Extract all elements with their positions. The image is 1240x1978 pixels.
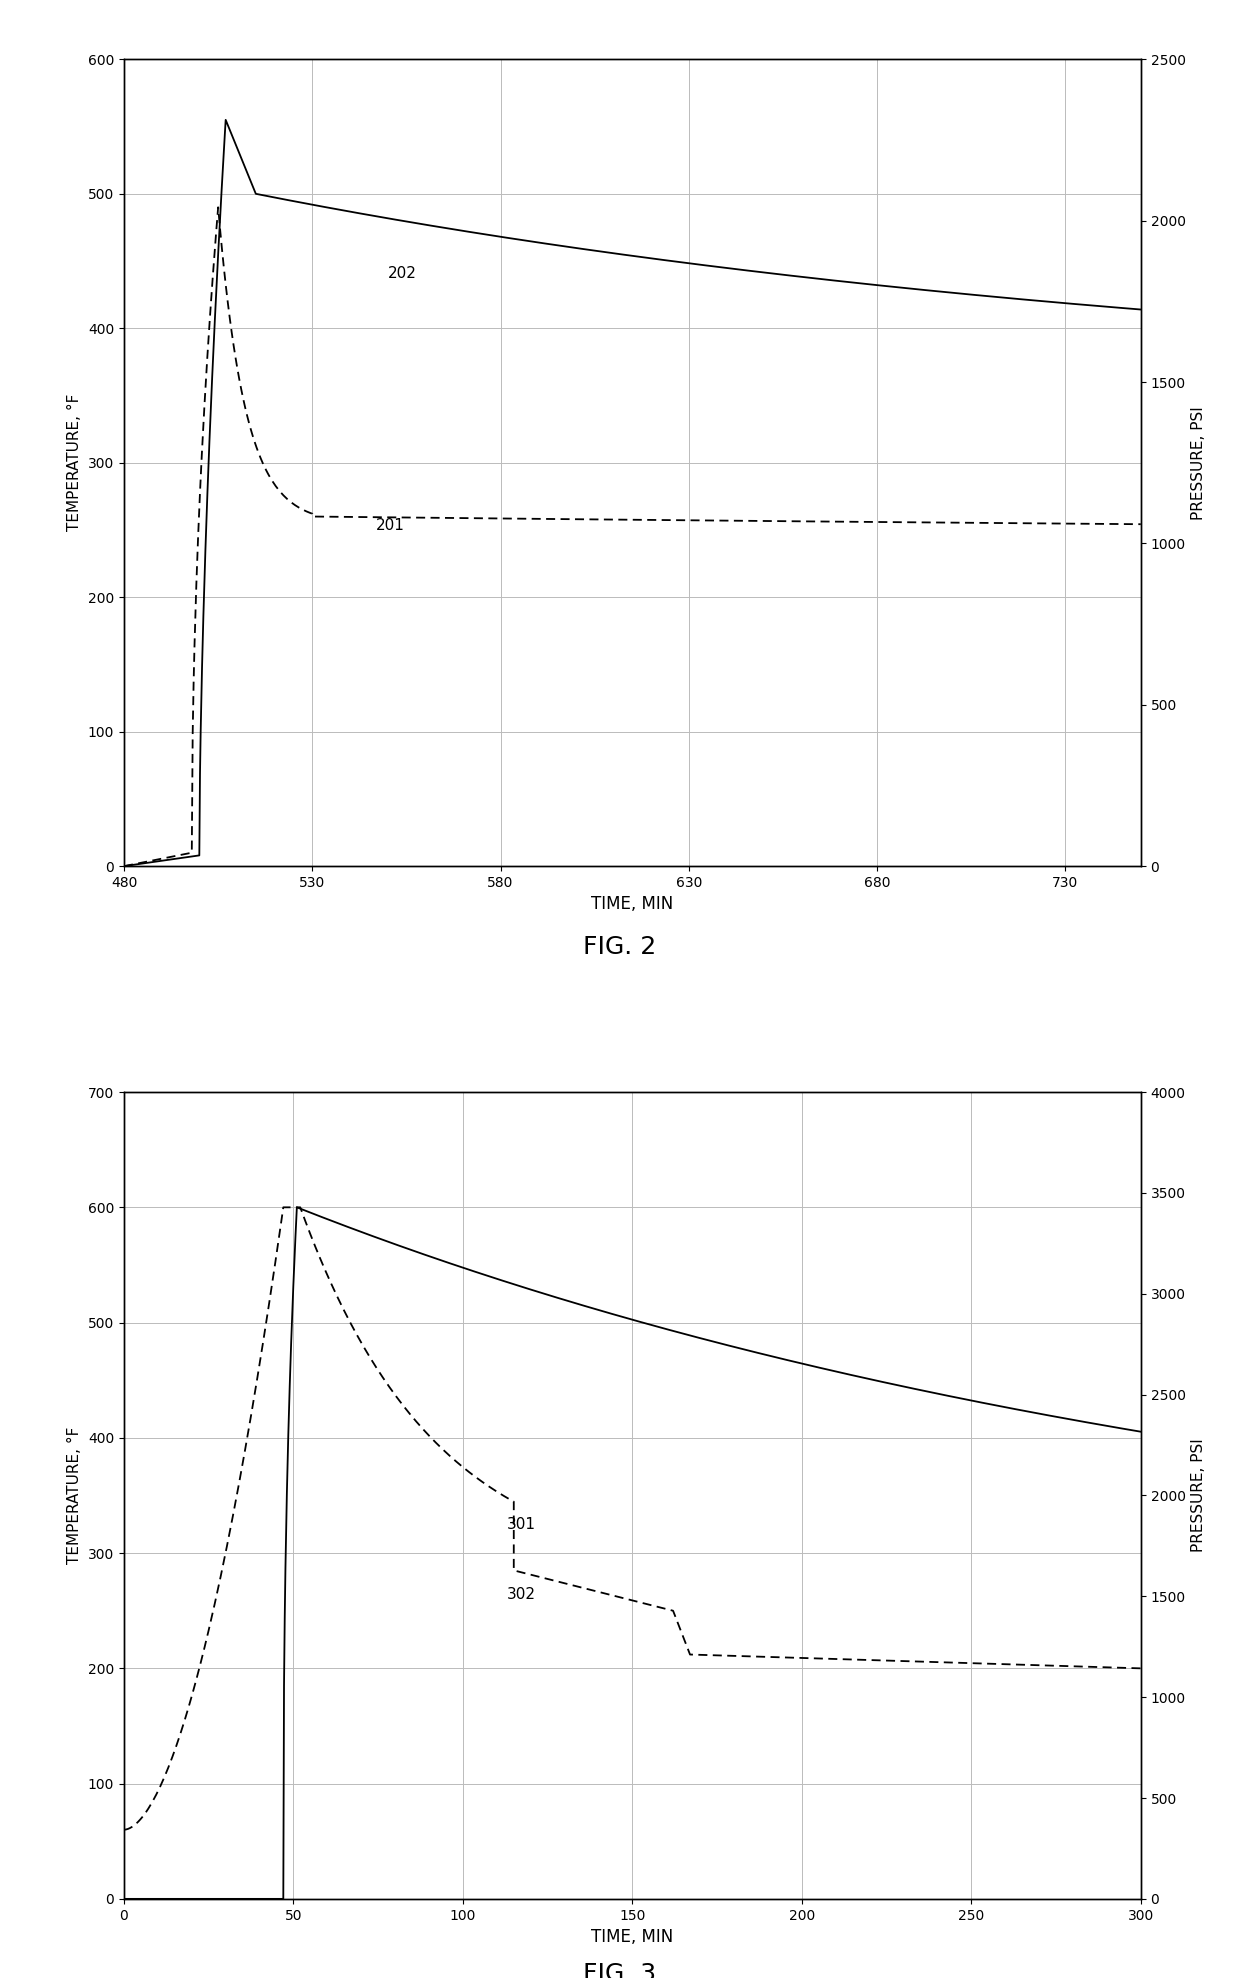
- Text: FIG. 3: FIG. 3: [584, 1962, 656, 1978]
- Y-axis label: PRESSURE, PSI: PRESSURE, PSI: [1192, 1438, 1207, 1553]
- X-axis label: TIME, MIN: TIME, MIN: [591, 1929, 673, 1946]
- Text: 201: 201: [376, 518, 405, 532]
- Y-axis label: TEMPERATURE, °F: TEMPERATURE, °F: [67, 1426, 82, 1565]
- Text: 202: 202: [388, 267, 417, 281]
- Text: 301: 301: [507, 1517, 536, 1533]
- Text: 302: 302: [507, 1586, 536, 1602]
- X-axis label: TIME, MIN: TIME, MIN: [591, 896, 673, 914]
- Y-axis label: TEMPERATURE, °F: TEMPERATURE, °F: [67, 394, 82, 532]
- Text: FIG. 2: FIG. 2: [583, 936, 657, 959]
- Y-axis label: PRESSURE, PSI: PRESSURE, PSI: [1192, 405, 1207, 520]
